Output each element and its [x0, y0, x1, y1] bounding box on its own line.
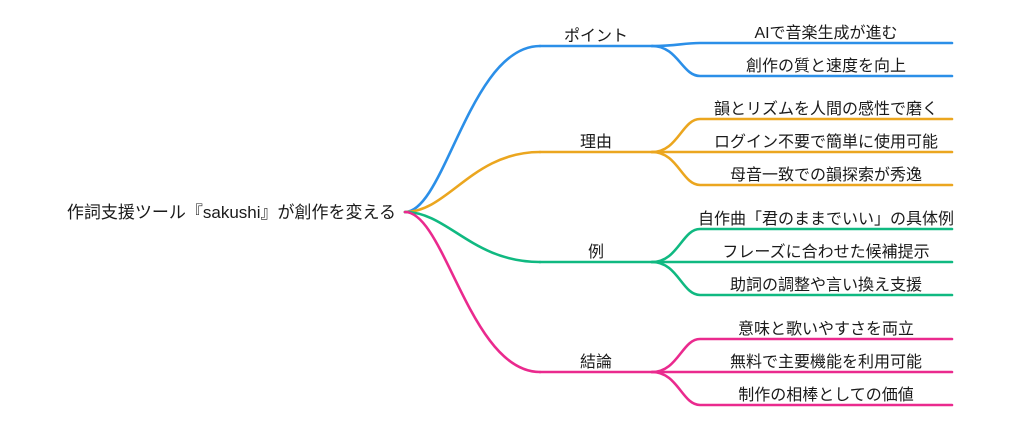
leaf-label-example-1: 自作曲「君のままでいい」の具体例 — [698, 210, 954, 228]
leaf-label-point-1: AIで音楽生成が進む — [754, 24, 897, 42]
branch-label-point: ポイント — [564, 27, 628, 45]
edge-reason-to-leaf-3 — [650, 150, 954, 187]
edge-root-to-example — [403, 210, 542, 264]
branch-reason: 理由 韻とリズムを人間の感性で磨く ログイン不要で簡単に使用可能 母音一致での韻… — [403, 100, 954, 214]
edge-point-to-leaf-2 — [650, 44, 954, 78]
leaf-label-example-2: フレーズに合わせた候補提示 — [722, 243, 929, 261]
edge-point-to-leaf-1 — [650, 41, 954, 48]
edge-root-to-reason — [403, 150, 542, 214]
edge-root-to-point — [403, 44, 542, 214]
branch-label-reason: 理由 — [580, 133, 612, 151]
branch-conclusion: 結論 意味と歌いやすさを両立 無料で主要機能を利用可能 制作の相棒としての価値 — [403, 210, 954, 407]
branch-point: ポイント AIで音楽生成が進む 創作の質と速度を向上 — [403, 24, 954, 214]
branch-label-conclusion: 結論 — [580, 353, 612, 371]
leaf-label-conclusion-2: 無料で主要機能を利用可能 — [730, 353, 922, 371]
root-node-label: 作詞支援ツール『sakushi』が創作を変える — [67, 203, 396, 222]
leaf-label-reason-1: 韻とリズムを人間の感性で磨く — [714, 100, 938, 118]
leaf-label-point-2: 創作の質と速度を向上 — [746, 57, 906, 75]
branch-example: 例 自作曲「君のままでいい」の具体例 フレーズに合わせた候補提示 助詞の調整や言… — [403, 210, 954, 297]
branch-label-example: 例 — [588, 243, 604, 261]
leaf-label-conclusion-1: 意味と歌いやすさを両立 — [738, 319, 914, 338]
edge-example-to-leaf-3 — [650, 260, 954, 297]
leaf-label-reason-2: ログイン不要で簡単に使用可能 — [714, 133, 938, 151]
leaf-label-example-3: 助詞の調整や言い換え支援 — [730, 276, 922, 294]
leaf-label-reason-3: 母音一致での韻探索が秀逸 — [730, 166, 922, 184]
edge-conclusion-to-leaf-3 — [650, 370, 954, 407]
edge-root-to-conclusion — [403, 210, 542, 374]
leaf-label-conclusion-3: 制作の相棒としての価値 — [738, 386, 914, 404]
